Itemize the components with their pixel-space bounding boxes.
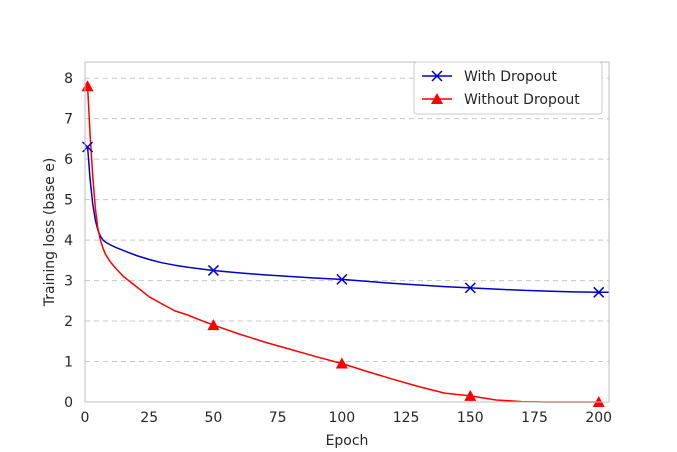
data-point-with-dropout xyxy=(82,141,94,153)
series-line-without-dropout xyxy=(86,86,599,403)
series-line-with-dropout xyxy=(86,146,609,294)
y-tick-label: 2 xyxy=(64,314,73,330)
y-ticks: 0 1 2 3 4 5 6 7 8 xyxy=(64,71,73,411)
y-tick-label: 6 xyxy=(64,152,73,168)
x-tick-label: 25 xyxy=(140,410,158,426)
series-lines xyxy=(86,86,609,403)
data-point-without-dropout xyxy=(464,389,477,401)
y-tick-label: 3 xyxy=(64,274,73,290)
data-point-with-dropout xyxy=(464,282,476,294)
x-tick-label: 75 xyxy=(269,410,287,426)
x-tick-label: 175 xyxy=(521,410,548,426)
y-tick-label: 7 xyxy=(64,112,73,128)
data-point-with-dropout xyxy=(336,273,348,285)
grid-lines xyxy=(85,77,609,363)
legend-label-with-dropout: With Dropout xyxy=(464,69,557,85)
legend-marker-with-dropout xyxy=(431,70,443,82)
y-tick-label: 8 xyxy=(64,71,73,87)
x-ticks: 0 25 50 75 100 125 150 175 200 xyxy=(81,410,613,426)
x-tick-label: 150 xyxy=(457,410,484,426)
plot-frame xyxy=(84,61,610,403)
y-tick-label: 4 xyxy=(64,233,73,249)
x-tick-label: 200 xyxy=(585,410,612,426)
data-point-with-dropout xyxy=(207,264,219,276)
data-point-without-dropout xyxy=(335,357,348,369)
legend-label-without-dropout: Without Dropout xyxy=(464,92,580,108)
x-axis-label: Epoch xyxy=(326,433,369,449)
y-tick-label: 0 xyxy=(64,395,73,411)
x-tick-label: 0 xyxy=(81,410,90,426)
legend-marker-without-dropout xyxy=(431,93,443,104)
y-tick-label: 5 xyxy=(64,193,73,209)
legend-box xyxy=(413,61,603,115)
y-axis-label: Training loss (base e) xyxy=(42,158,58,308)
series-markers xyxy=(81,80,605,407)
data-point-with-dropout xyxy=(593,286,605,298)
data-point-without-dropout xyxy=(81,80,94,92)
x-tick-label: 100 xyxy=(328,410,355,426)
x-tick-label: 125 xyxy=(393,410,420,426)
legend: With Dropout Without Dropout xyxy=(413,61,603,115)
data-point-without-dropout xyxy=(207,319,220,331)
y-tick-label: 1 xyxy=(64,355,73,371)
x-tick-label: 50 xyxy=(205,410,223,426)
